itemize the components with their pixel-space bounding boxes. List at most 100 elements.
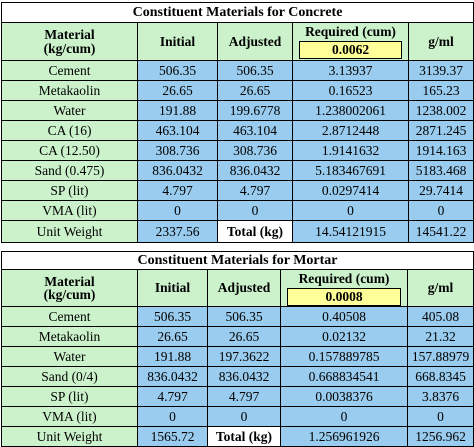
required-value: 1.9141632 — [292, 140, 409, 161]
table-row: VMA (lit) 0 0 0 0 — [1, 406, 474, 427]
gml-value: 29.7414 — [407, 180, 474, 201]
required-value-input[interactable]: 0.0008 — [287, 288, 401, 306]
adjusted-value: 199.6778 — [217, 100, 293, 121]
material-name: CA (16) — [1, 120, 138, 141]
table-row: VMA (lit) 0 0 0 0 — [1, 200, 474, 221]
material-name: CA (12.50) — [1, 140, 138, 161]
table-row: Water 191.88 197.3622 0.157889785 157.88979 — [1, 346, 474, 367]
initial-value: 836.0432 — [137, 366, 208, 387]
initial-header: Initial — [137, 22, 218, 61]
total-kg-label: Total (kg) — [207, 426, 281, 447]
adjusted-value: 463.104 — [217, 120, 293, 141]
gml-value: 1238.002 — [407, 100, 474, 121]
table-row: Sand (0.475) 836.0432 836.0432 5.183467691 5… — [1, 160, 474, 181]
gml-value: 3139.37 — [407, 60, 474, 81]
concrete-title-row: Constituent Materials for Concrete — [0, 2, 474, 23]
gml-value: 3.8376 — [406, 386, 474, 407]
initial-value: 4.797 — [137, 386, 208, 407]
adjusted-header: Adjusted — [207, 269, 281, 307]
mortar-body: Cement 506.35 506.35 0.40508 405.08 Metakaoli… — [1, 306, 474, 427]
initial-header: Initial — [137, 269, 208, 307]
required-value: 0.157889785 — [280, 346, 408, 367]
table-row: CA (12.50) 308.736 308.736 1.9141632 1914.16… — [1, 140, 474, 161]
material-name: Sand (0/4) — [1, 366, 138, 387]
required-value: 2.8712448 — [292, 120, 409, 141]
required-header: Required (cum) 0.0008 — [280, 269, 408, 307]
adjusted-header: Adjusted — [217, 22, 293, 61]
adjusted-value: 0 — [217, 200, 293, 221]
required-label: Required (cum) — [305, 24, 396, 39]
material-name: Water — [1, 100, 138, 121]
mortar-header-row: Material (kg/cum) Initial Adjusted Requi… — [1, 269, 474, 307]
required-value: 0.0297414 — [292, 180, 409, 201]
gml-value: 405.08 — [406, 306, 474, 327]
mortar-title-row: Constituent Materials for Mortar — [0, 251, 474, 270]
adjusted-value: 836.0432 — [207, 366, 281, 387]
initial-value: 191.88 — [137, 346, 208, 367]
material-name: Water — [1, 346, 138, 367]
unit-weight-value: 1565.72 — [137, 426, 208, 447]
concrete-header-row: Material (kg/cum) Initial Adjusted Requi… — [1, 22, 474, 61]
concrete-title: Constituent Materials for Concrete — [0, 2, 474, 23]
mortar-table: Constituent Materials for Mortar Materia… — [0, 251, 474, 447]
adjusted-value: 197.3622 — [207, 346, 281, 367]
required-value-input[interactable]: 0.0062 — [299, 41, 402, 59]
unit-weight-label: Unit Weight — [1, 220, 138, 243]
initial-value: 0 — [137, 406, 208, 427]
gml-value: 5183.468 — [407, 160, 474, 181]
initial-value: 26.65 — [137, 80, 218, 101]
material-name: Cement — [1, 60, 138, 81]
required-value: 0.668834541 — [280, 366, 408, 387]
initial-value: 836.0432 — [137, 160, 218, 181]
gml-value: 668.8345 — [406, 366, 474, 387]
table-row: Metakaolin 26.65 26.65 0.02132 21.32 — [1, 326, 474, 347]
required-value: 0.16523 — [292, 80, 409, 101]
required-value: 0 — [292, 200, 409, 221]
material-name: Cement — [1, 306, 138, 327]
concrete-material-header: Material (kg/cum) — [1, 22, 138, 61]
total-kg-label: Total (kg) — [217, 220, 293, 243]
required-value: 0.40508 — [280, 306, 408, 327]
required-label: Required (cum) — [298, 271, 390, 286]
table-row: SP (lit) 4.797 4.797 0.0297414 29.7414 — [1, 180, 474, 201]
required-value: 0.0038376 — [280, 386, 408, 407]
material-name: VMA (lit) — [1, 200, 138, 221]
adjusted-value: 308.736 — [217, 140, 293, 161]
adjusted-value: 4.797 — [207, 386, 281, 407]
material-label: Material — [44, 273, 95, 289]
table-row: Sand (0/4) 836.0432 836.0432 0.668834541 668… — [1, 366, 474, 387]
total-required-value: 1.256961926 — [280, 426, 408, 447]
gml-value: 2871.245 — [407, 120, 474, 141]
material-name: Sand (0.475) — [1, 160, 138, 181]
mortar-material-header: Material (kg/cum) — [1, 269, 138, 307]
material-name: VMA (lit) — [1, 406, 138, 427]
initial-value: 191.88 — [137, 100, 218, 121]
required-value: 5.183467691 — [292, 160, 409, 181]
adjusted-value: 506.35 — [207, 306, 281, 327]
table-row: SP (lit) 4.797 4.797 0.0038376 3.8376 — [1, 386, 474, 407]
gml-value: 0 — [406, 406, 474, 427]
required-value: 0.02132 — [280, 326, 408, 347]
concrete-table: Constituent Materials for Concrete Mater… — [0, 2, 474, 243]
gml-header: g/ml — [406, 269, 474, 307]
initial-value: 4.797 — [137, 180, 218, 201]
adjusted-value: 836.0432 — [217, 160, 293, 181]
table-row: CA (16) 463.104 463.104 2.8712448 2871.245 — [1, 120, 474, 141]
required-value: 3.13937 — [292, 60, 409, 81]
gml-value: 165.23 — [407, 80, 474, 101]
gml-value: 0 — [407, 200, 474, 221]
total-gml-value: 14541.22 — [407, 220, 474, 243]
adjusted-value: 4.797 — [217, 180, 293, 201]
required-value: 1.238002061 — [292, 100, 409, 121]
concrete-footer-row: Unit Weight 2337.56 Total (kg) 14.541219… — [1, 220, 474, 243]
table-row: Metakaolin 26.65 26.65 0.16523 165.23 — [1, 80, 474, 101]
material-name: Metakaolin — [1, 80, 138, 101]
unit-label: (kg/cum) — [43, 40, 96, 56]
mortar-footer-row: Unit Weight 1565.72 Total (kg) 1.2569619… — [1, 426, 474, 447]
table-row: Cement 506.35 506.35 0.40508 405.08 — [1, 306, 474, 327]
initial-value: 26.65 — [137, 326, 208, 347]
gml-value: 157.88979 — [406, 346, 474, 367]
material-name: SP (lit) — [1, 180, 138, 201]
mortar-title: Constituent Materials for Mortar — [0, 251, 474, 270]
initial-value: 506.35 — [137, 306, 208, 327]
